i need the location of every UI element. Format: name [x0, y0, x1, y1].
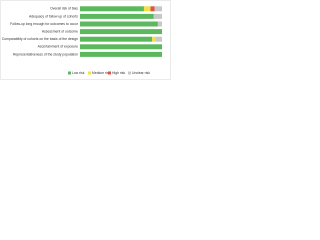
bar-segment [80, 44, 162, 50]
y-tick-label: Adequacy of follow up of cohorts [29, 14, 78, 18]
bar-segment [80, 51, 162, 57]
legend-swatch [68, 71, 71, 75]
legend-label: Unclear risk [132, 71, 150, 75]
bar-segment [80, 21, 158, 27]
bar-segment [80, 6, 144, 12]
legend-swatch [88, 71, 91, 75]
y-tick-label: Ascertainment of exposure [38, 45, 78, 49]
bar-segment [80, 13, 154, 19]
chart: Overall risk of bias Adequacy of follow u… [0, 0, 171, 80]
bar-segment [150, 6, 155, 12]
bar-segment [155, 36, 162, 42]
legend-swatch [128, 71, 131, 75]
y-tick-label: Follow-up long enough for outcomes to oc… [10, 22, 79, 26]
bar-segment [154, 6, 162, 12]
bar-segment [152, 36, 156, 42]
legend-label: High risk [112, 71, 125, 75]
y-tick-label: Assessment of outcome [42, 29, 78, 33]
bar-segment [153, 13, 162, 19]
bar-segment [80, 29, 162, 35]
bar-segment [80, 36, 153, 42]
legend-label: Medium risk [92, 71, 111, 75]
legend-label: Low risk [72, 71, 85, 75]
y-tick-label: Overall risk of bias [50, 7, 78, 11]
bar-segment [143, 6, 151, 12]
y-tick-label: Comparability of cohorts on the basis of… [2, 37, 78, 41]
legend-swatch [108, 71, 111, 75]
bar-segment [157, 21, 162, 27]
y-tick-label: Representativeness of the study populati… [13, 52, 78, 56]
